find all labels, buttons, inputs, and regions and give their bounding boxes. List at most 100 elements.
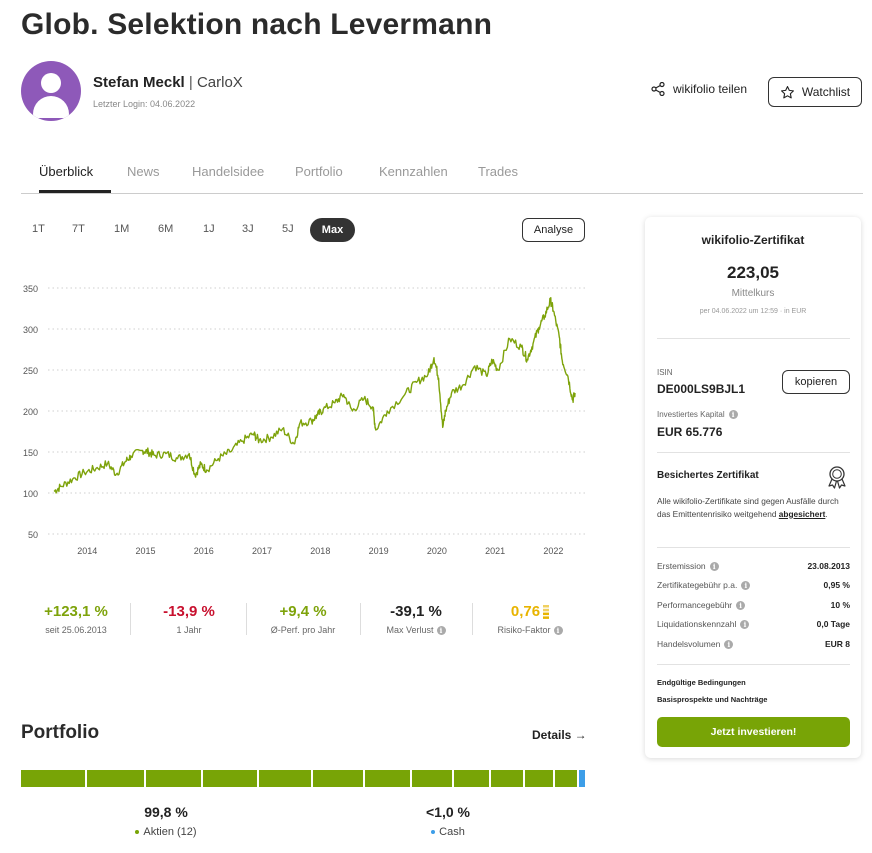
copy-isin-button[interactable]: kopieren — [782, 370, 850, 394]
kpi-value: +9,4 % — [279, 603, 327, 620]
allocation-segment[interactable] — [313, 770, 365, 787]
allocation-segment[interactable] — [365, 770, 412, 787]
kpi-label: Ø-Perf. pro Jahr — [270, 625, 336, 635]
award-badge-icon — [828, 466, 846, 489]
secured-period: . — [825, 508, 828, 519]
allocation-segment[interactable] — [454, 770, 491, 787]
detail-row-performancegebuehr: Performancegebühr i 10 % — [657, 600, 850, 610]
invest-button[interactable]: Jetzt investieren! — [657, 717, 850, 747]
detail-label: Erstemission — [657, 561, 706, 571]
certificate-title: wikifolio-Zertifikat — [701, 233, 805, 247]
tab-news[interactable]: News — [127, 164, 160, 179]
info-icon[interactable]: i — [709, 561, 719, 571]
allocation-segment[interactable] — [203, 770, 259, 787]
analyse-button[interactable]: Analyse — [522, 218, 585, 242]
range-1m[interactable]: 1M — [114, 223, 130, 235]
price-timestamp: per 04.06.2022 um 12:59 · in EUR — [699, 308, 807, 315]
detail-label: Handelsvolumen — [657, 639, 721, 649]
kpi-avg-performance: +9,4 % Ø-Perf. pro Jahr — [252, 603, 354, 635]
range-6m[interactable]: 6M — [158, 223, 174, 235]
range-5j[interactable]: 5J — [282, 223, 294, 235]
allocation-bar[interactable] — [21, 770, 585, 787]
allocation-percent: <1,0 % — [426, 804, 470, 820]
cash-dot — [431, 830, 436, 835]
detail-value: 0,95 % — [823, 580, 850, 590]
x-tick-label: 2018 — [310, 546, 330, 556]
series-line — [53, 297, 576, 494]
divider — [657, 338, 850, 339]
kpi-label: seit 25.06.2013 — [45, 625, 107, 635]
kpi-value: -39,1 % — [390, 603, 442, 620]
cash-segment[interactable] — [579, 770, 585, 787]
trader-name[interactable]: Stefan Meckl — [93, 74, 185, 91]
detail-row-erstemission: Erstemission i 23.08.2013 — [657, 561, 850, 571]
info-icon[interactable]: i — [740, 619, 750, 629]
allocation-segment[interactable] — [146, 770, 203, 787]
allocation-stocks: 99,8 % Aktien (12) — [110, 804, 222, 838]
info-icon[interactable]: i — [436, 625, 446, 635]
isin-value: DE000LS9BJL1 — [657, 382, 746, 396]
allocation-segment[interactable] — [21, 770, 87, 787]
allocation-segment[interactable] — [87, 770, 146, 787]
x-tick-label: 2022 — [543, 546, 563, 556]
info-icon[interactable]: i — [736, 600, 746, 610]
detail-label: Performancegebühr — [657, 600, 733, 610]
final-terms-link[interactable]: Endgültige Bedingungen — [657, 678, 746, 687]
info-icon[interactable]: i — [728, 410, 738, 419]
star-icon — [780, 85, 794, 98]
kpi-label: Max Verlust — [386, 625, 434, 635]
y-tick-label: 50 — [28, 530, 38, 540]
range-max[interactable]: Max — [310, 218, 355, 242]
avatar[interactable] — [21, 61, 81, 121]
tab-handelsidee[interactable]: Handelsidee — [192, 164, 265, 179]
range-3j[interactable]: 3J — [242, 223, 254, 235]
kpi-label: 1 Jahr — [176, 625, 202, 635]
performance-chart[interactable]: 50 100 150 200 250 300 350 2014 2015 2016 2017 2018… — [0, 270, 600, 565]
range-7t[interactable]: 7T — [72, 223, 85, 235]
allocation-segment[interactable] — [259, 770, 313, 787]
share-label: wikifolio teilen — [673, 82, 748, 96]
share-button[interactable]: wikifolio teilen — [651, 82, 747, 96]
detail-row-liquidationskennzahl: Liquidationskennzahl i 0,0 Tage — [657, 619, 850, 629]
tab-ueberblick[interactable]: Überblick — [39, 164, 94, 179]
capital-label-row: Investiertes Kapital i — [657, 410, 738, 419]
range-1t[interactable]: 1T — [32, 223, 45, 235]
allocation-segment[interactable] — [412, 770, 454, 787]
allocation-segment[interactable] — [555, 770, 579, 787]
y-tick-label: 200 — [23, 407, 38, 417]
secured-description: Alle wikifolio-Zertifikate sind gegen Au… — [657, 496, 839, 519]
kpi-max-loss: -39,1 % Max Verlust i — [366, 603, 466, 635]
tab-trades[interactable]: Trades — [478, 164, 518, 179]
kpi-1-year: -13,9 % 1 Jahr — [136, 603, 242, 635]
info-icon[interactable]: i — [741, 580, 751, 590]
tab-kennzahlen[interactable]: Kennzahlen — [379, 164, 448, 179]
detail-value: 10 % — [830, 600, 850, 610]
x-tick-label: 2021 — [485, 546, 505, 556]
y-tick-label: 100 — [23, 489, 38, 499]
capital-value: EUR 65.776 — [657, 425, 723, 439]
x-tick-label: 2016 — [194, 546, 214, 556]
allocation-segment[interactable] — [525, 770, 555, 787]
detail-label: Zertifikategebühr p.a. — [657, 580, 738, 590]
x-tick-label: 2014 — [77, 546, 97, 556]
detail-row-handelsvolumen: Handelsvolumen i EUR 8 — [657, 639, 850, 649]
y-tick-label: 350 — [23, 284, 38, 294]
info-icon[interactable]: i — [553, 625, 563, 635]
trader-name-line[interactable]: Stefan Meckl | CarloX — [93, 74, 243, 91]
isin-label: ISIN — [657, 368, 673, 377]
secured-title: Besichertes Zertifikat — [657, 470, 759, 481]
watchlist-button[interactable]: Watchlist — [768, 77, 862, 107]
trader-nickname[interactable]: CarloX — [196, 74, 243, 91]
divider — [657, 664, 850, 665]
prospectus-link[interactable]: Basisprospekte und Nachträge — [657, 695, 768, 704]
kpi-value: -13,9 % — [163, 603, 215, 620]
certificate-card: wikifolio-Zertifikat 223,05 Mittelkurs p… — [645, 217, 861, 758]
range-1j[interactable]: 1J — [203, 223, 215, 235]
secured-link[interactable]: abgesichert — [778, 508, 826, 519]
info-icon[interactable]: i — [724, 639, 734, 649]
tab-portfolio[interactable]: Portfolio — [295, 164, 343, 179]
kpi-value: 0,76 — [510, 603, 541, 620]
tab-bar: Überblick News Handelsidee Portfolio Ken… — [21, 155, 863, 194]
portfolio-details-link[interactable]: Details → — [532, 728, 587, 742]
allocation-segment[interactable] — [491, 770, 525, 787]
